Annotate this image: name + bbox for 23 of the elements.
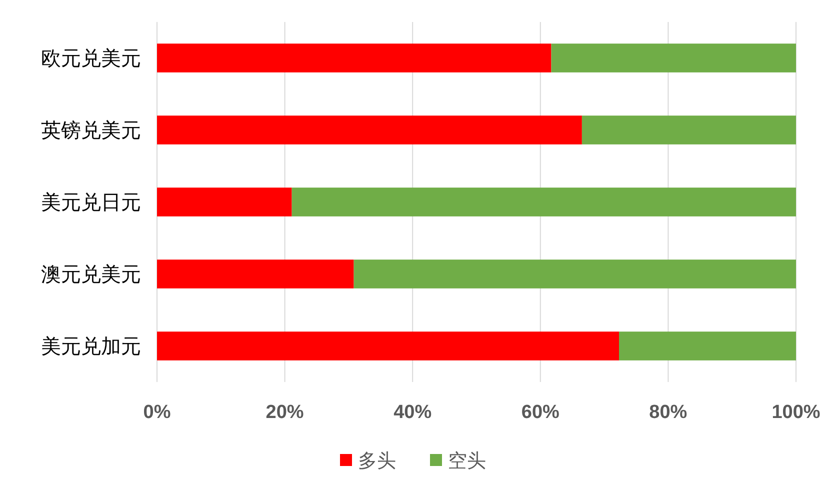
legend-label: 空头 <box>448 450 486 472</box>
bar <box>157 260 354 288</box>
bar <box>157 188 292 216</box>
bar <box>157 116 582 144</box>
x-tick-label: 100% <box>772 402 820 423</box>
x-tick-label: 60% <box>521 402 560 423</box>
y-tick-label: 美元兑加元 <box>41 335 141 358</box>
y-tick-label: 欧元兑美元 <box>41 47 141 70</box>
bar <box>354 260 796 288</box>
bar <box>157 44 552 72</box>
legend-label: 多头 <box>358 451 396 472</box>
x-tick-label: 0% <box>143 402 171 423</box>
x-tick-label: 40% <box>394 402 432 423</box>
bar <box>292 188 796 216</box>
bar <box>551 44 796 72</box>
y-tick-label: 澳元兑美元 <box>41 263 141 286</box>
x-tick-label: 80% <box>649 402 688 423</box>
x-tick-label: 20% <box>266 402 304 423</box>
y-tick-label: 美元兑日元 <box>41 191 141 214</box>
y-tick-label: 英镑兑美元 <box>41 119 141 142</box>
bar <box>157 332 619 360</box>
bar <box>582 116 796 144</box>
bar <box>618 332 796 360</box>
